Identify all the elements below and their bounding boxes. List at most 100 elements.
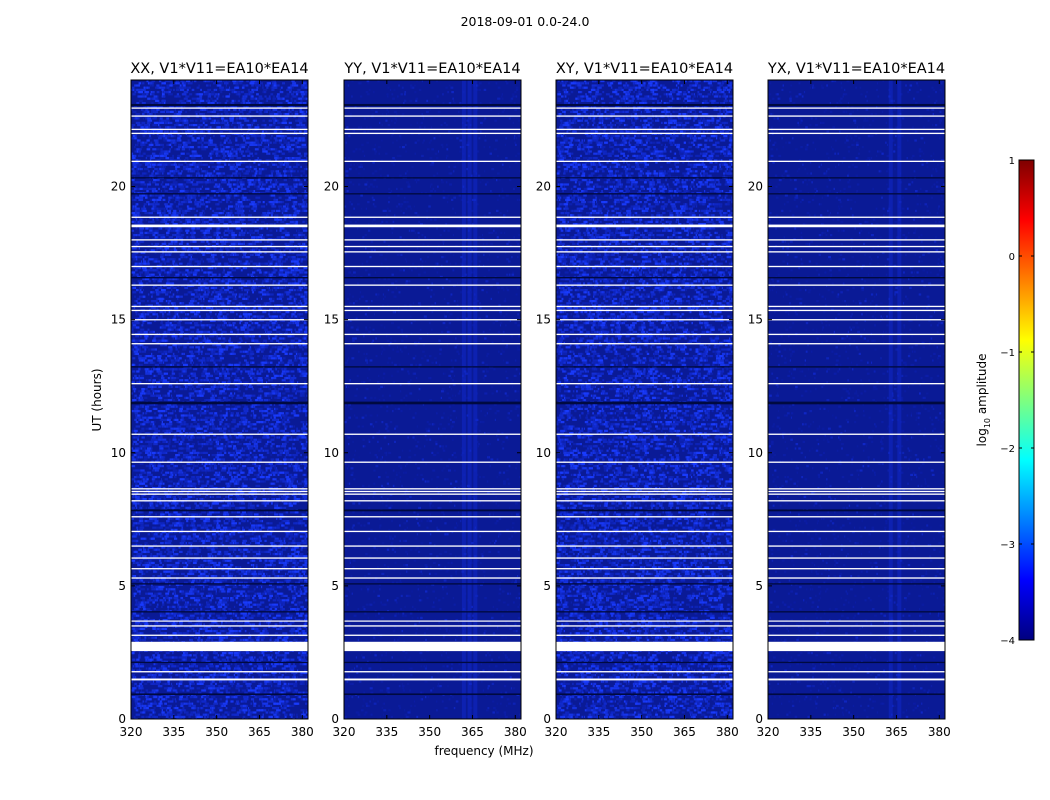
- heatmap-background: [344, 80, 521, 719]
- flagged-band: [131, 107, 308, 109]
- flagged-band: [768, 461, 945, 463]
- dark-band: [131, 193, 308, 195]
- flagged-band: [131, 224, 308, 228]
- flagged-band: [556, 530, 733, 533]
- flagged-band: [344, 107, 521, 109]
- panel-3: XY, V1*V11=EA10*EA14 320 335 350 365 380 0 5 10 1…: [536, 61, 739, 739]
- dark-band: [556, 583, 733, 585]
- flagged-band: [131, 577, 308, 579]
- dark-band: [556, 366, 733, 368]
- flagged-band: [556, 265, 733, 268]
- flagged-band: [344, 284, 521, 286]
- flagged-band: [344, 641, 521, 652]
- dark-band: [768, 661, 945, 664]
- flagged-band: [556, 568, 733, 570]
- flagged-band: [131, 160, 308, 163]
- dark-band: [556, 177, 733, 179]
- panel-frame: [555, 79, 734, 720]
- flagged-band: [768, 305, 945, 308]
- dark-band: [768, 103, 945, 107]
- dark-band: [768, 611, 945, 613]
- flagged-band: [131, 634, 308, 636]
- x-tick-label: 350: [842, 725, 865, 739]
- flagged-band: [768, 568, 945, 570]
- colorbar-tick-label: −1: [1000, 348, 1015, 359]
- dark-band: [131, 401, 308, 405]
- x-tick-label: 350: [205, 725, 228, 739]
- x-tick-label: 335: [587, 725, 610, 739]
- flagged-band: [131, 305, 308, 308]
- flagged-band: [344, 490, 521, 493]
- dark-band: [768, 693, 945, 696]
- dark-band: [768, 583, 945, 585]
- x-tick-label: 380: [504, 725, 527, 739]
- flagged-band: [556, 160, 733, 163]
- flagged-band: [344, 488, 521, 490]
- dark-band: [556, 193, 733, 195]
- flagged-band: [344, 568, 521, 570]
- flagged-band: [768, 115, 945, 117]
- dark-band: [344, 661, 521, 664]
- x-tick-label: 380: [716, 725, 739, 739]
- flagged-band: [344, 245, 521, 248]
- dark-band: [344, 366, 521, 368]
- dark-band: [344, 277, 521, 279]
- flagged-band: [344, 305, 521, 308]
- flagged-band: [344, 557, 521, 559]
- flagged-band: [131, 382, 308, 385]
- flagged-band: [131, 239, 308, 241]
- dark-band: [768, 401, 945, 405]
- flagged-band: [768, 625, 945, 627]
- panel-1: XX, V1*V11=EA10*EA14 320 335 350 365 380 0 5 10 1…: [111, 61, 314, 739]
- heatmap-noise: [131, 80, 308, 719]
- flagged-band: [131, 545, 308, 547]
- flagged-band: [768, 319, 945, 321]
- y-tick-label: 20: [748, 180, 763, 194]
- panel-frame: [130, 79, 309, 720]
- y-tick-label: 10: [536, 446, 551, 460]
- colorbar-tick-label: 1: [1009, 156, 1015, 167]
- y-tick-label: 0: [331, 712, 339, 726]
- panel-frame: [343, 79, 522, 720]
- x-tick-label: 320: [545, 725, 568, 739]
- x-axis-label: frequency (MHz): [434, 744, 533, 758]
- dark-band: [131, 611, 308, 613]
- flagged-band: [131, 500, 308, 502]
- x-tick-label: 365: [673, 725, 696, 739]
- flagged-band: [768, 490, 945, 493]
- rfi-channel: [461, 80, 466, 719]
- flagged-band: [344, 382, 521, 385]
- flagged-band: [344, 493, 521, 495]
- x-tick-label: 365: [885, 725, 908, 739]
- panel-title: YY, V1*V11=EA10*EA14: [343, 61, 520, 77]
- flagged-band: [131, 557, 308, 559]
- flagged-band: [556, 671, 733, 673]
- flagged-band: [131, 319, 308, 321]
- flagged-band: [344, 530, 521, 533]
- flagged-band: [768, 160, 945, 163]
- flagged-band: [768, 500, 945, 502]
- dark-band: [768, 177, 945, 179]
- dark-band: [344, 583, 521, 585]
- x-tick-label: 365: [248, 725, 271, 739]
- flagged-band: [556, 107, 733, 109]
- y-tick-label: 10: [111, 446, 126, 460]
- x-tick-label: 380: [928, 725, 951, 739]
- flagged-band: [768, 239, 945, 241]
- flagged-band: [768, 493, 945, 495]
- y-axis-label-group: UT (hours): [90, 368, 104, 431]
- flagged-band: [131, 245, 308, 248]
- dark-band: [768, 366, 945, 368]
- flagged-band: [768, 132, 945, 135]
- dark-band: [131, 366, 308, 368]
- flagged-band: [768, 107, 945, 109]
- dark-band: [131, 661, 308, 664]
- flagged-band: [131, 265, 308, 268]
- flagged-band: [344, 128, 521, 131]
- flagged-band: [131, 216, 308, 218]
- flagged-band: [768, 620, 945, 622]
- flagged-band: [768, 309, 945, 312]
- flagged-band: [768, 382, 945, 385]
- flagged-band: [556, 319, 733, 321]
- flagged-band: [131, 284, 308, 286]
